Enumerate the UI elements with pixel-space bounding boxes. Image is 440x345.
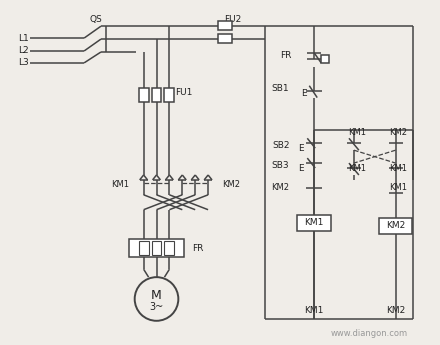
Text: KM2: KM2	[222, 180, 240, 189]
Text: KM2: KM2	[386, 306, 405, 315]
Bar	[297, 215, 331, 230]
Bar	[139, 88, 149, 101]
Bar	[321, 55, 329, 63]
Text: FU2: FU2	[224, 15, 242, 24]
Text: SB3: SB3	[272, 160, 290, 169]
Text: www.diangon.com: www.diangon.com	[330, 329, 407, 338]
Text: L3: L3	[18, 58, 29, 67]
Bar	[379, 218, 412, 234]
Bar	[218, 21, 232, 30]
Bar	[139, 241, 149, 255]
Text: L2: L2	[18, 47, 29, 56]
Text: KM1: KM1	[389, 164, 407, 172]
Bar	[151, 241, 161, 255]
Text: SB2: SB2	[272, 141, 290, 150]
Text: KM1: KM1	[304, 306, 324, 315]
Bar	[129, 239, 184, 257]
Text: SB1: SB1	[272, 84, 290, 93]
Text: KM1: KM1	[348, 164, 366, 172]
Bar	[165, 88, 174, 101]
Text: KM1: KM1	[348, 128, 366, 137]
Text: E: E	[298, 144, 303, 153]
Text: M: M	[151, 288, 162, 302]
Text: FU1: FU1	[176, 88, 193, 97]
Text: KM2: KM2	[389, 128, 407, 137]
Bar	[151, 88, 161, 101]
Bar	[165, 241, 174, 255]
Text: KM1: KM1	[389, 184, 407, 193]
Text: E: E	[301, 89, 306, 98]
Text: QS: QS	[90, 15, 103, 24]
Text: 3~: 3~	[150, 302, 164, 312]
Text: E: E	[298, 164, 303, 172]
Text: FR: FR	[192, 244, 204, 253]
Text: FR: FR	[280, 51, 291, 60]
Text: KM2: KM2	[386, 221, 405, 230]
Bar	[218, 34, 232, 43]
Text: KM1: KM1	[304, 218, 324, 227]
Text: KM2: KM2	[271, 184, 290, 193]
Text: L1: L1	[18, 33, 29, 42]
Text: KM1: KM1	[111, 180, 129, 189]
